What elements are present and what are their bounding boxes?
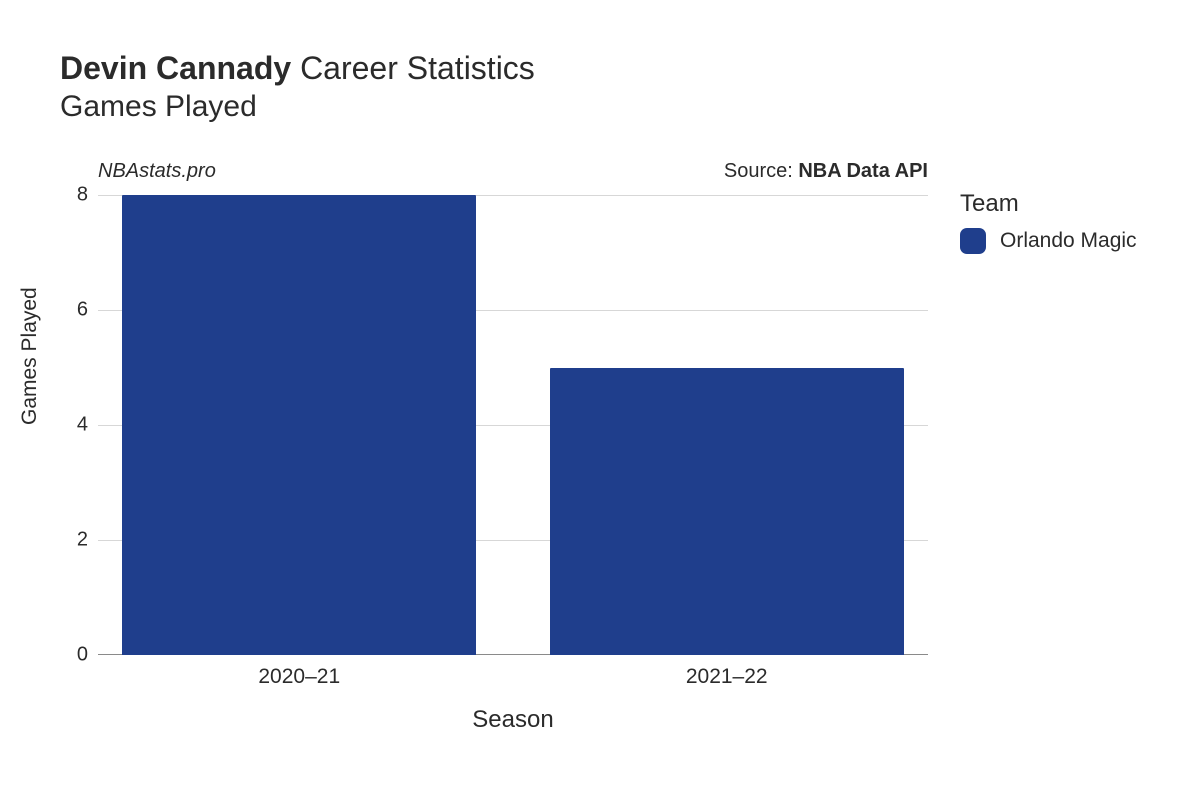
attribution-text: NBAstats.pro (98, 160, 216, 183)
legend-swatch (960, 228, 986, 254)
chart-title: Devin Cannady Career Statistics (60, 48, 535, 88)
y-tick-label: 8 (48, 184, 88, 207)
source-prefix: Source: (724, 160, 798, 182)
chart-subtitle: Games Played (60, 90, 535, 124)
source-text: Source: NBA Data API (724, 160, 928, 183)
y-tick-label: 0 (48, 644, 88, 667)
title-player-name: Devin Cannady (60, 50, 291, 86)
y-tick-label: 2 (48, 529, 88, 552)
y-axis-title: Games Played (18, 287, 42, 425)
y-tick-label: 6 (48, 299, 88, 322)
x-tick-label: 2021–22 (686, 665, 768, 689)
x-axis-title: Season (98, 706, 928, 734)
chart-canvas: Devin Cannady Career Statistics Games Pl… (0, 0, 1200, 800)
chart-title-block: Devin Cannady Career Statistics Games Pl… (60, 48, 535, 124)
y-tick-label: 4 (48, 414, 88, 437)
chart-meta-row: NBAstats.pro Source: NBA Data API (98, 160, 928, 183)
legend-item: Orlando Magic (960, 228, 1137, 254)
bar (550, 368, 904, 656)
legend-items: Orlando Magic (960, 228, 1137, 254)
title-suffix: Career Statistics (291, 50, 535, 86)
legend-title: Team (960, 190, 1137, 218)
bar (122, 195, 476, 655)
x-tick-label: 2020–21 (258, 665, 340, 689)
legend-label: Orlando Magic (1000, 229, 1137, 253)
legend: Team Orlando Magic (960, 190, 1137, 254)
source-name: NBA Data API (798, 160, 928, 182)
plot-area: 024682020–212021–22 (98, 195, 928, 655)
